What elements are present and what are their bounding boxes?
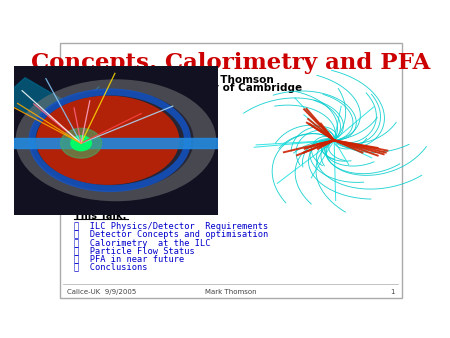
FancyArrow shape <box>2 78 99 149</box>
Bar <box>14 138 218 148</box>
Circle shape <box>61 128 102 158</box>
Text: 1: 1 <box>390 289 395 295</box>
Text: ❶  ILC Physics/Detector  Requirements: ❶ ILC Physics/Detector Requirements <box>74 222 268 231</box>
Text: Mark Thomson: Mark Thomson <box>205 289 256 295</box>
Ellipse shape <box>36 96 180 185</box>
Text: Concepts, Calorimetry and PFA: Concepts, Calorimetry and PFA <box>31 52 430 74</box>
Text: ❸  Calorimetry  at the ILC: ❸ Calorimetry at the ILC <box>74 239 210 247</box>
Text: ❷  Detector Concepts and optimisation: ❷ Detector Concepts and optimisation <box>74 231 268 240</box>
Ellipse shape <box>16 79 216 201</box>
Ellipse shape <box>30 90 194 191</box>
Text: ❺  PFA in near future: ❺ PFA in near future <box>74 255 184 264</box>
Text: University of Cambridge: University of Cambridge <box>159 83 302 93</box>
Text: ❹  Particle Flow Status: ❹ Particle Flow Status <box>74 247 194 256</box>
Text: Calice-UK  9/9/2005: Calice-UK 9/9/2005 <box>67 289 136 295</box>
Text: ❻  Conclusions: ❻ Conclusions <box>74 263 147 271</box>
Text: Mark Thomson: Mark Thomson <box>187 75 274 85</box>
Text: This Talk:: This Talk: <box>74 211 126 221</box>
Circle shape <box>71 136 91 151</box>
